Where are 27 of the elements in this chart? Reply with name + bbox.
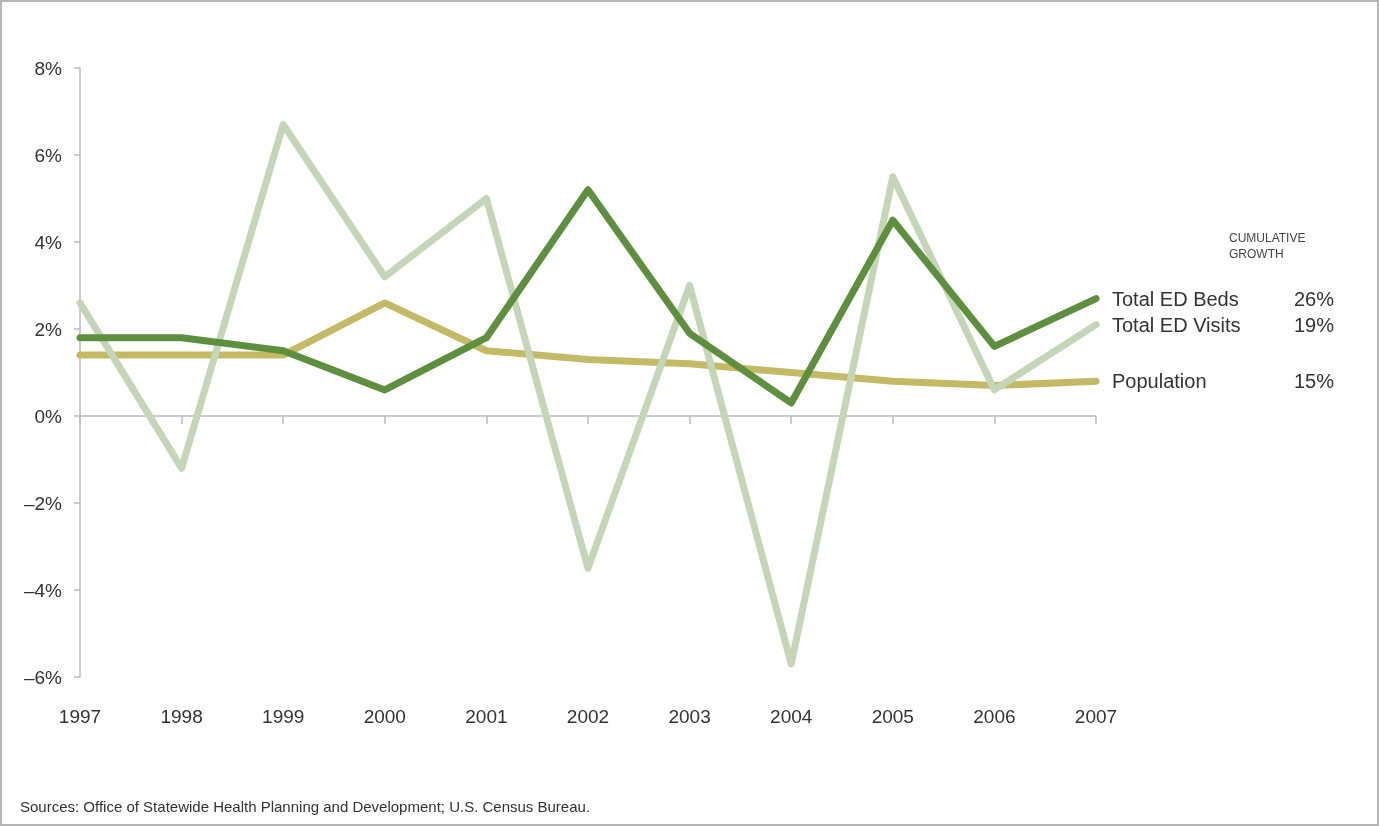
legend-title: CUMULATIVE GROWTH — [1229, 231, 1309, 261]
x-tick-label: 2007 — [1074, 706, 1118, 727]
x-tick-label: 2000 — [363, 706, 406, 727]
x-tick-label: 2005 — [871, 706, 914, 727]
y-tick-label: –6% — [23, 666, 63, 688]
y-tick-label: 0% — [34, 405, 63, 427]
x-tick-label: 1999 — [262, 706, 305, 727]
text: 19% — [1293, 313, 1335, 336]
x-tick-label: 2006 — [973, 706, 1016, 727]
y-tick-label: 8% — [34, 57, 63, 79]
x-tick-label: 1997 — [58, 706, 102, 727]
x-tick-label: 1998 — [160, 706, 203, 727]
y-tick-label: –2% — [23, 492, 63, 514]
y-tick-label: 4% — [34, 231, 63, 253]
x-tick-label: 2003 — [668, 706, 711, 727]
y-tick-label: –4% — [23, 579, 63, 601]
series-label: Total ED Beds — [1112, 287, 1239, 310]
text: 15% — [1293, 370, 1335, 393]
x-tick-label: 2002 — [566, 706, 610, 727]
series-label: Total ED Visits — [1112, 313, 1241, 336]
x-tick-label: 2004 — [770, 706, 813, 727]
series-label: Population — [1112, 370, 1207, 393]
y-tick-label: 2% — [34, 318, 63, 340]
x-tick-label: 2001 — [465, 706, 508, 727]
y-tick-label: 6% — [34, 144, 63, 166]
text: 26% — [1293, 287, 1335, 310]
source-note: Sources: Office of Statewide Health Planning and Development; U.S. Census Bureau. — [20, 798, 591, 815]
